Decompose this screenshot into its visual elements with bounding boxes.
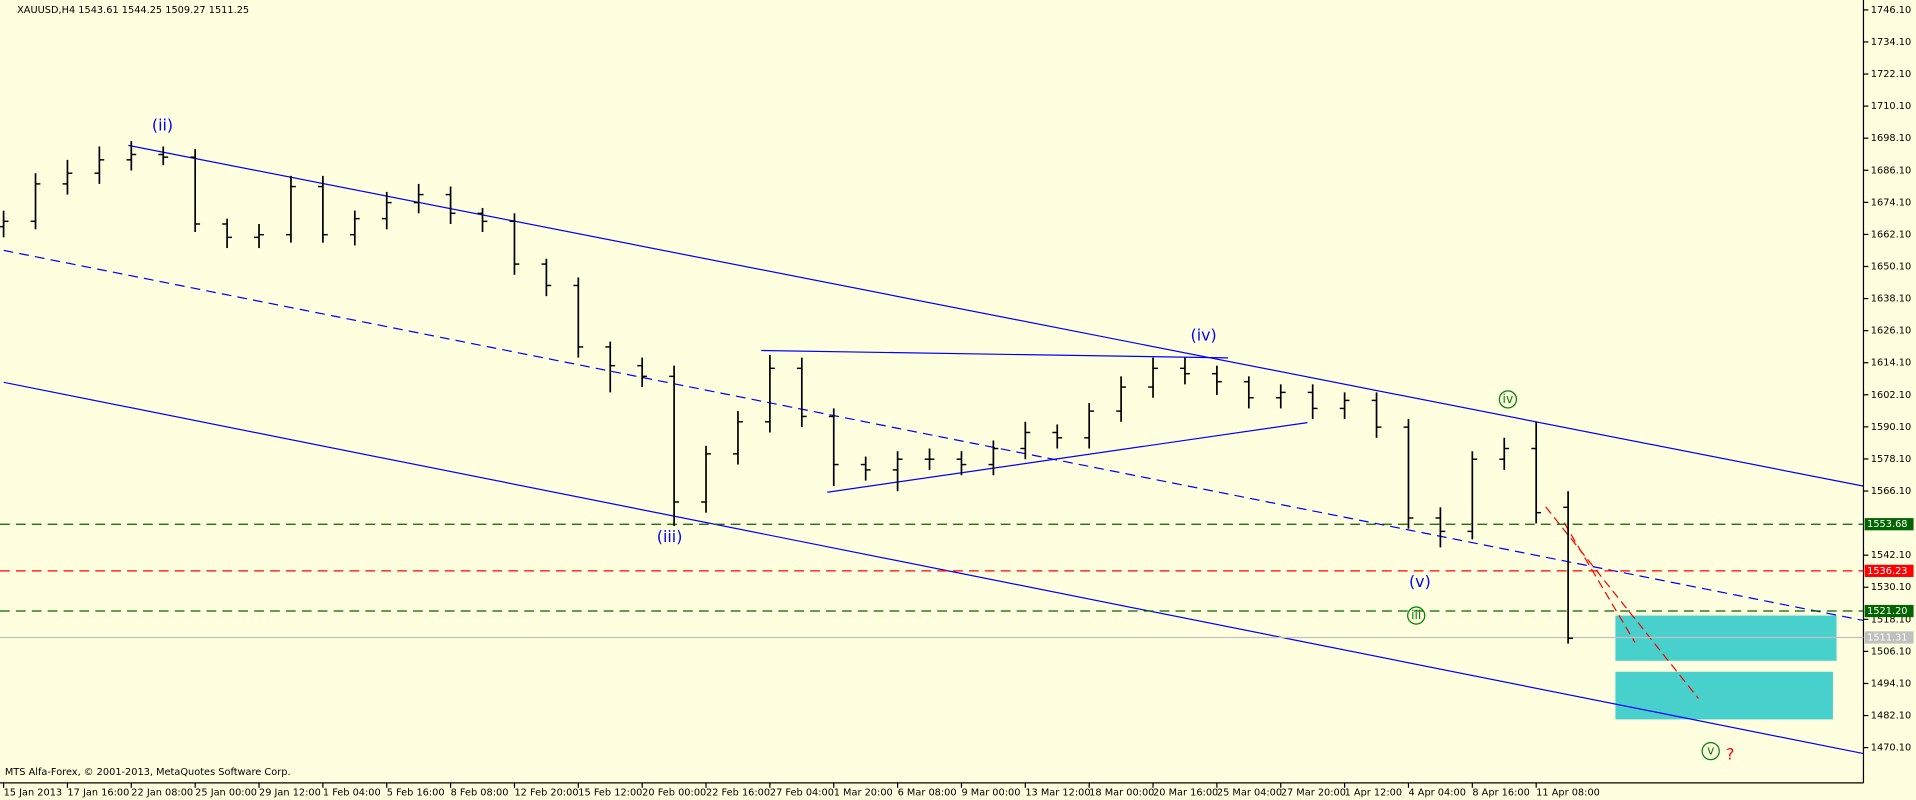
x-tick-label: 11 Apr 08:00 bbox=[1536, 788, 1600, 799]
annotation-circle bbox=[1498, 390, 1518, 409]
y-tick-label: 1602.10 bbox=[1871, 390, 1911, 401]
x-tick-label: 20 Mar 16:00 bbox=[1153, 788, 1218, 799]
x-tick-label: 27 Mar 20:00 bbox=[1281, 788, 1346, 799]
y-tick-label: 1542.10 bbox=[1871, 550, 1911, 561]
projection-line bbox=[1563, 522, 1636, 643]
x-tick-label: 4 Apr 04:00 bbox=[1408, 788, 1465, 799]
y-tick-label: 1506.10 bbox=[1871, 646, 1911, 657]
credit: MTS Alfa-Forex, © 2001-2013, MetaQuotes … bbox=[5, 767, 291, 778]
y-tick-label: 1638.10 bbox=[1871, 294, 1911, 305]
price-level-box bbox=[1864, 631, 1914, 644]
wave-label: (v) bbox=[1409, 572, 1431, 591]
x-tick-label: 25 Jan 00:00 bbox=[195, 788, 257, 799]
channel-middle bbox=[3, 249, 1864, 622]
y-tick-label: 1746.10 bbox=[1871, 5, 1911, 16]
y-tick-label: 1590.10 bbox=[1871, 422, 1911, 433]
y-tick-label: 1494.10 bbox=[1871, 678, 1911, 689]
price-level-label: 1521.20 bbox=[1867, 606, 1907, 617]
wave-label: iv bbox=[1503, 392, 1514, 406]
y-tick-label: 1614.10 bbox=[1871, 358, 1911, 369]
x-tick-label: 29 Jan 12:00 bbox=[259, 788, 321, 799]
target-zone bbox=[1615, 671, 1833, 720]
y-tick-label: 1662.10 bbox=[1871, 229, 1911, 240]
y-tick-label: 1470.10 bbox=[1871, 743, 1911, 754]
x-tick-label: 17 Jan 16:00 bbox=[67, 788, 129, 799]
x-tick-label: 22 Jan 08:00 bbox=[131, 788, 193, 799]
chart-title: XAUUSD,H4 1543.61 1544.25 1509.27 1511.2… bbox=[17, 5, 249, 16]
projection-line bbox=[1545, 506, 1699, 700]
x-tick-label: 22 Feb 16:00 bbox=[706, 788, 770, 799]
y-tick-label: 1530.10 bbox=[1871, 582, 1911, 593]
x-tick-label: 13 Mar 12:00 bbox=[1025, 788, 1090, 799]
projection bbox=[1545, 506, 1699, 700]
wave-label: (iii) bbox=[657, 527, 683, 546]
y-tick-label: 1626.10 bbox=[1871, 326, 1911, 337]
annotation-circle bbox=[1407, 606, 1426, 625]
wave-label: (ii) bbox=[152, 115, 173, 134]
price-level-box bbox=[1864, 564, 1914, 577]
triangle-lower bbox=[827, 421, 1308, 493]
y-tick-label: 1518.10 bbox=[1871, 614, 1911, 625]
price-level-label: 1553.68 bbox=[1867, 519, 1907, 530]
ohlc-bars bbox=[0, 141, 1574, 644]
x-tick-label: 15 Jan 2013 bbox=[4, 788, 63, 799]
x-tick-label: 1 Mar 20:00 bbox=[834, 788, 893, 799]
x-tick-label: 1 Feb 04:00 bbox=[323, 788, 381, 799]
y-tick-label: 1566.10 bbox=[1871, 486, 1911, 497]
wave-label: iii bbox=[1411, 608, 1421, 622]
y-tick-label: 1674.10 bbox=[1871, 197, 1911, 208]
y-tick-label: 1482.10 bbox=[1871, 711, 1911, 722]
y-tick-label: 1578.10 bbox=[1871, 454, 1911, 465]
target-zone bbox=[1615, 615, 1837, 661]
x-tick-label: 6 Mar 08:00 bbox=[898, 788, 957, 799]
price-level-box bbox=[1864, 604, 1914, 618]
price-level-label: 1511.31 bbox=[1867, 632, 1907, 643]
y-tick-label: 1734.10 bbox=[1871, 37, 1911, 48]
channel-lower bbox=[3, 381, 1864, 755]
x-tick-label: 27 Feb 04:00 bbox=[770, 788, 834, 799]
annotation-circle bbox=[1701, 741, 1720, 761]
y-tick-label: 1710.10 bbox=[1871, 101, 1911, 112]
x-tick-label: 5 Feb 16:00 bbox=[387, 788, 445, 799]
x-tick-label: 8 Feb 08:00 bbox=[451, 788, 509, 799]
x-tick-label: 12 Feb 20:00 bbox=[514, 788, 578, 799]
price-level-label: 1536.23 bbox=[1867, 566, 1907, 577]
wave-label: v bbox=[1707, 744, 1714, 758]
wave-label: (iv) bbox=[1191, 325, 1217, 344]
x-tick-label: 9 Mar 00:00 bbox=[961, 788, 1020, 799]
x-tick-label: 25 Mar 04:00 bbox=[1217, 788, 1282, 799]
price-level-box bbox=[1864, 518, 1914, 531]
x-tick-label: 18 Mar 00:00 bbox=[1089, 788, 1154, 799]
x-tick-label: 1 Apr 12:00 bbox=[1345, 788, 1402, 799]
x-tick-label: 8 Apr 16:00 bbox=[1472, 788, 1529, 799]
y-tick-label: 1686.10 bbox=[1871, 165, 1911, 176]
x-tick-label: 15 Feb 12:00 bbox=[578, 788, 642, 799]
wave-label: ? bbox=[1726, 744, 1734, 763]
x-tick-label: 20 Feb 00:00 bbox=[642, 788, 706, 799]
y-tick-label: 1650.10 bbox=[1871, 261, 1911, 272]
triangle-upper bbox=[761, 349, 1229, 359]
y-tick-label: 1722.10 bbox=[1871, 69, 1911, 80]
y-tick-label: 1698.10 bbox=[1871, 133, 1911, 144]
